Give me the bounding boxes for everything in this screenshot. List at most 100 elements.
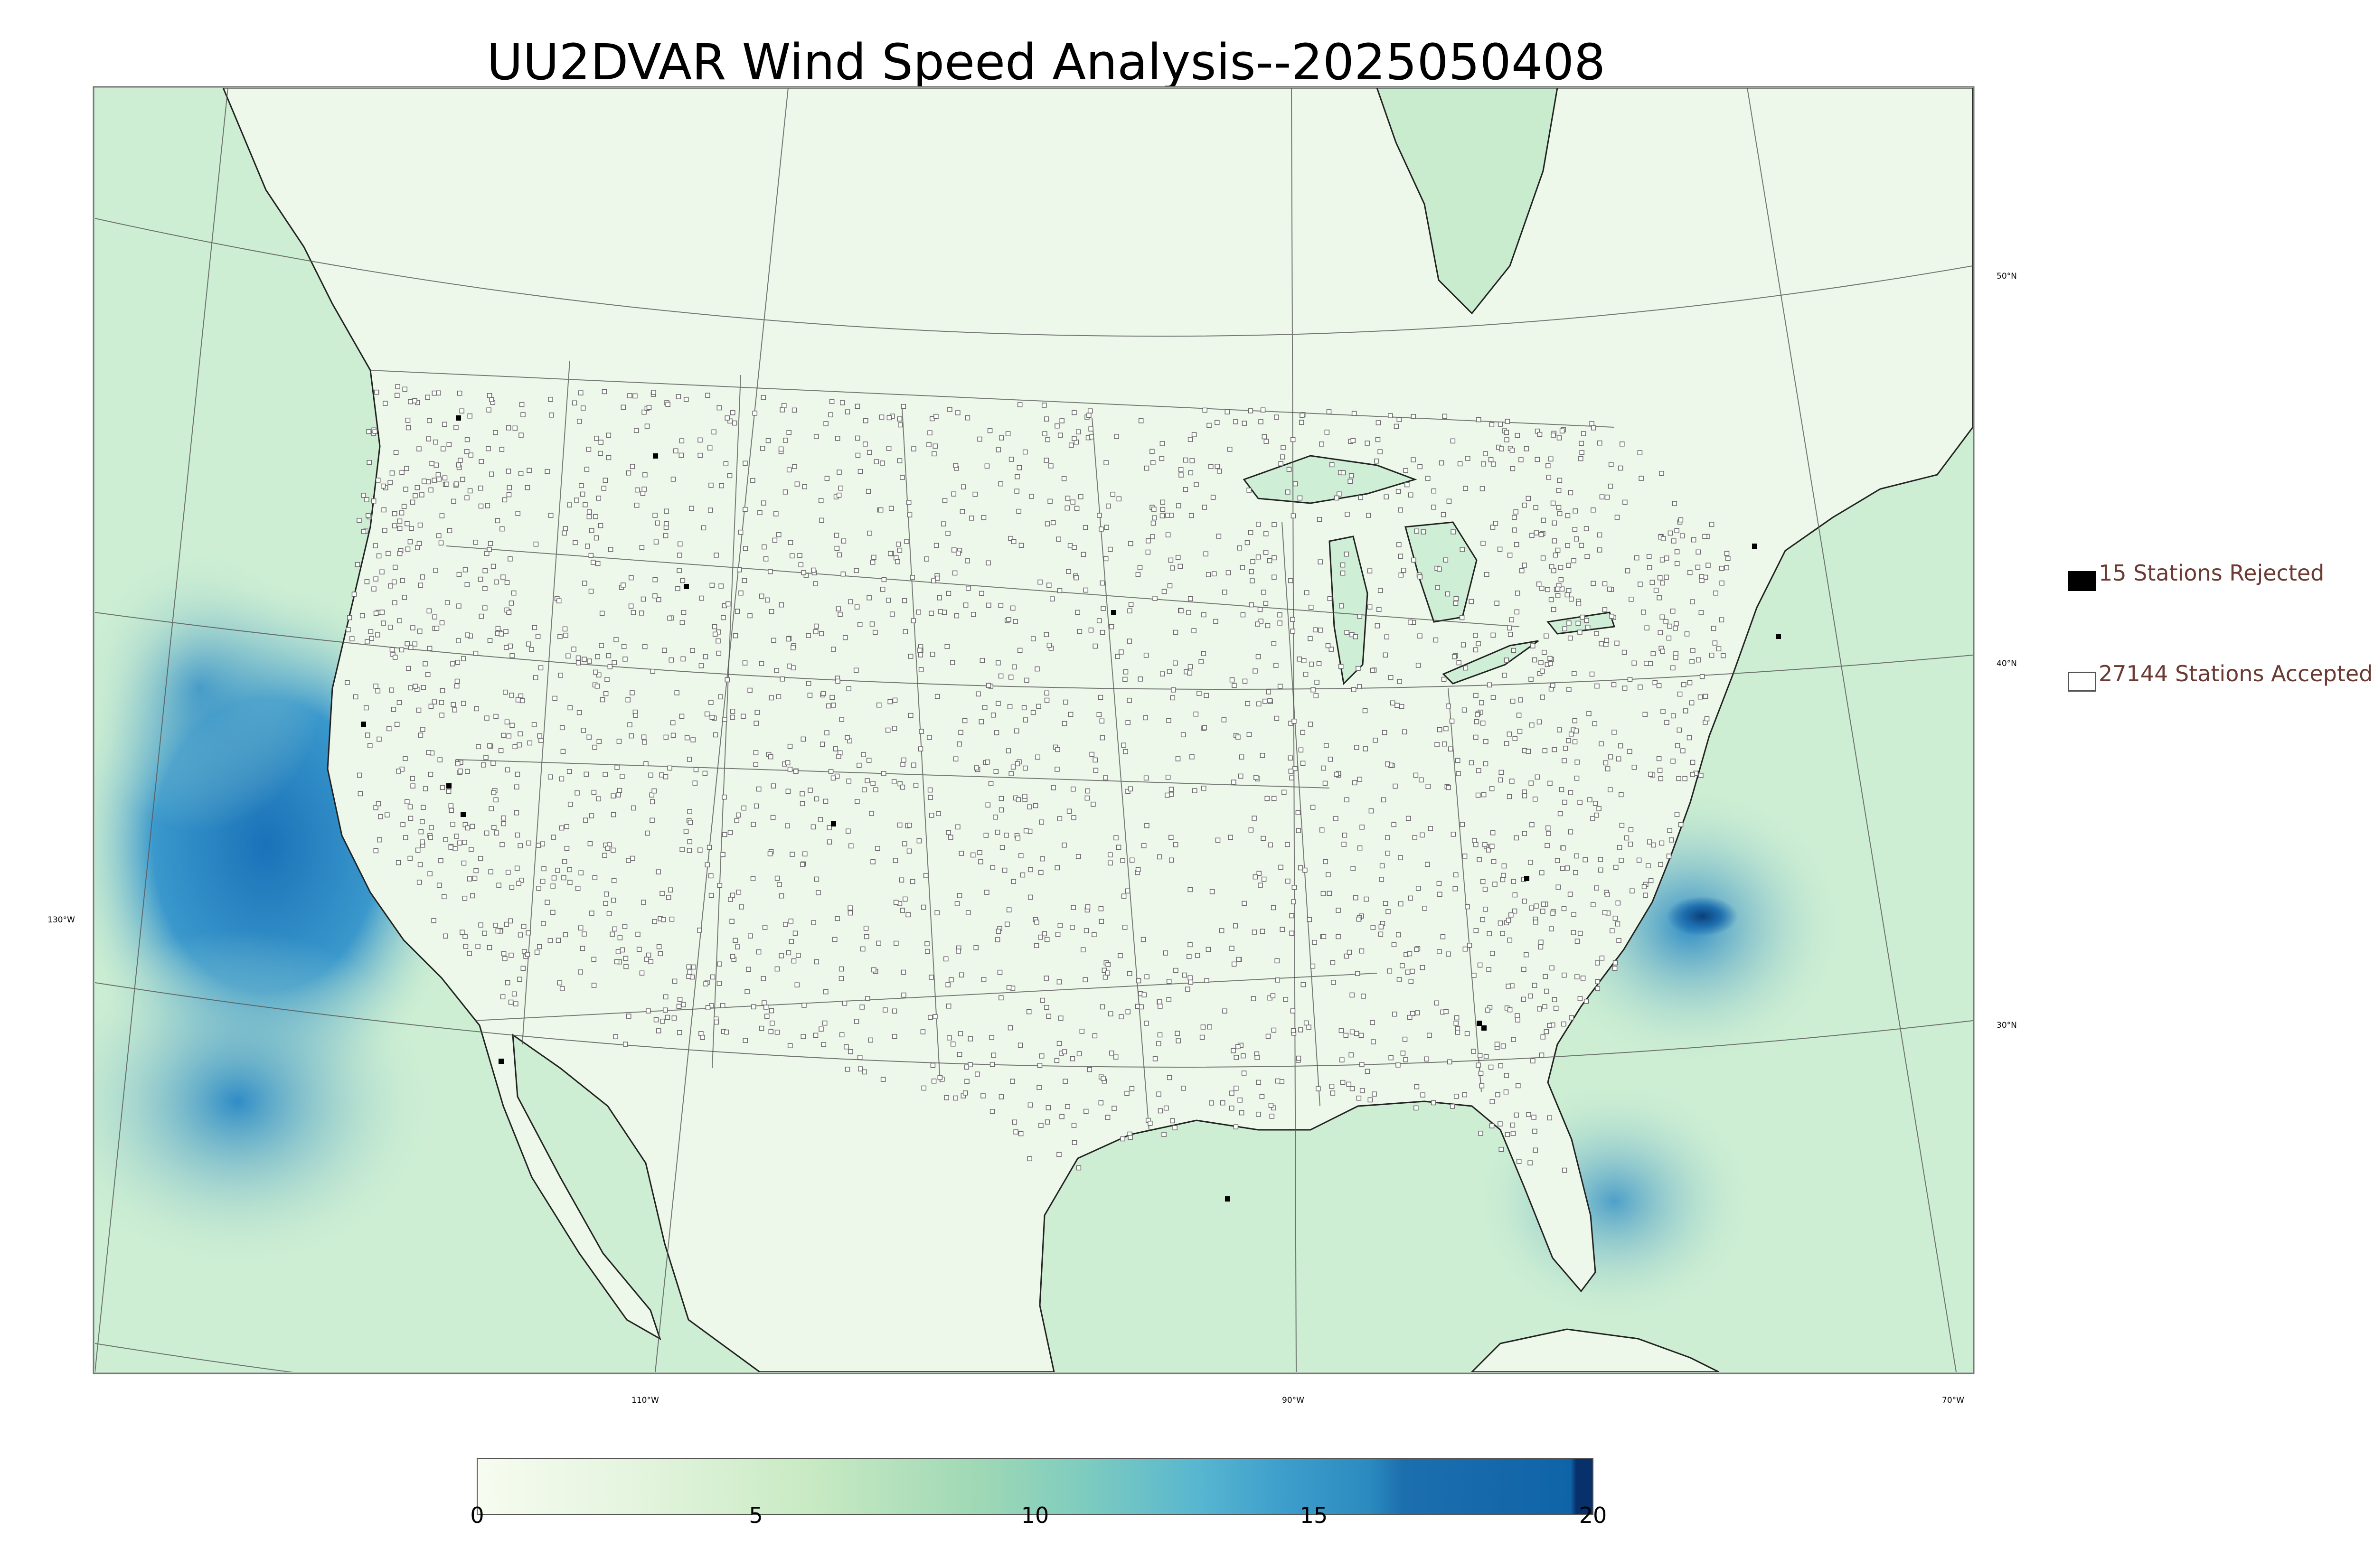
- station-marker: [1660, 648, 1665, 654]
- station-marker: [1170, 695, 1176, 701]
- station-marker: [600, 697, 605, 703]
- station-marker: [1615, 900, 1621, 906]
- station-marker: [1690, 599, 1695, 604]
- station-marker: [1536, 582, 1542, 587]
- station-marker: [774, 966, 780, 972]
- station-marker: [1622, 685, 1628, 691]
- station-marker: [1539, 1052, 1545, 1058]
- station-marker: [1611, 682, 1617, 687]
- station-marker: [515, 832, 520, 838]
- station-marker: [518, 471, 524, 476]
- station-marker: [410, 776, 415, 781]
- station-marker: [1171, 687, 1176, 693]
- station-marker: [1538, 944, 1544, 950]
- station-marker: [1068, 712, 1074, 717]
- station-marker: [1634, 555, 1639, 561]
- station-marker: [1168, 557, 1174, 563]
- station-marker: [1533, 1147, 1538, 1153]
- station-marker: [1341, 842, 1347, 847]
- station-marker: [1591, 902, 1596, 907]
- station-marker: [1057, 923, 1063, 928]
- station-marker: [1348, 1052, 1354, 1058]
- station-marker: [1308, 636, 1313, 641]
- station-marker: [848, 910, 853, 916]
- station-marker: [660, 1018, 665, 1024]
- station-marker: [704, 711, 710, 717]
- station-marker: [1674, 561, 1680, 566]
- station-marker: [1443, 726, 1449, 732]
- station-marker: [1512, 736, 1518, 741]
- station-marker: [1499, 446, 1504, 451]
- station-marker: [1321, 765, 1326, 771]
- station-marker: [835, 916, 840, 921]
- station-marker: [472, 875, 478, 881]
- station-marker: [1207, 1024, 1212, 1030]
- station-marker: [623, 956, 629, 961]
- station-marker: [1379, 877, 1384, 882]
- station-marker: [1274, 958, 1280, 964]
- station-marker: [1014, 728, 1019, 734]
- station-marker: [816, 890, 821, 895]
- station-marker: [493, 714, 499, 719]
- station-marker: [839, 717, 845, 722]
- station-marker: [774, 875, 780, 881]
- station-marker: [1408, 620, 1413, 625]
- station-marker: [806, 681, 811, 686]
- station-marker: [1630, 888, 1635, 893]
- station-marker: [1204, 978, 1209, 983]
- station-marker: [1577, 996, 1583, 1001]
- station-marker: [504, 921, 509, 927]
- station-marker: [925, 948, 930, 954]
- station-marker: [1481, 461, 1486, 467]
- station-marker: [904, 539, 909, 544]
- station-marker: [1473, 633, 1478, 638]
- station-marker: [415, 545, 420, 550]
- station-marker: [1292, 766, 1298, 771]
- station-marker: [1491, 859, 1497, 864]
- station-marker: [1535, 457, 1540, 462]
- station-marker: [1018, 1131, 1024, 1136]
- station-marker: [999, 1094, 1004, 1099]
- station-marker: [418, 732, 424, 738]
- station-marker: [622, 924, 628, 929]
- station-marker: [663, 1007, 668, 1013]
- station-marker: [790, 553, 795, 559]
- station-marker: [1237, 1098, 1243, 1103]
- station-marker: [367, 460, 372, 465]
- station-marker: [499, 631, 504, 637]
- station-marker: [970, 852, 976, 858]
- station-marker: [1200, 1024, 1206, 1030]
- station-marker: [1484, 572, 1489, 577]
- station-marker: [875, 845, 880, 851]
- station-marker: [1248, 530, 1253, 535]
- station-marker: [518, 731, 523, 737]
- station-marker: [691, 964, 697, 970]
- station-marker: [1637, 450, 1643, 455]
- station-marker: [1234, 1085, 1239, 1091]
- station-marker: [900, 475, 905, 480]
- rejected-station-marker: [1477, 1021, 1482, 1026]
- station-marker: [1123, 669, 1129, 675]
- station-marker: [950, 660, 955, 665]
- station-marker: [589, 813, 594, 818]
- station-marker: [1378, 924, 1384, 930]
- station-marker: [1572, 739, 1578, 744]
- station-marker: [954, 901, 960, 906]
- station-marker: [1149, 449, 1155, 454]
- station-marker: [779, 602, 784, 608]
- station-marker: [1548, 597, 1554, 602]
- station-marker: [1141, 843, 1147, 848]
- station-marker: [871, 967, 876, 973]
- station-marker: [1486, 967, 1491, 972]
- station-marker: [591, 789, 597, 795]
- station-marker: [1365, 1069, 1370, 1074]
- station-marker: [1236, 957, 1242, 962]
- station-marker: [924, 941, 930, 947]
- station-marker: [1312, 939, 1317, 945]
- station-marker: [408, 399, 413, 404]
- station-marker: [1188, 979, 1194, 985]
- station-marker: [1088, 627, 1094, 633]
- station-marker: [520, 966, 526, 971]
- station-marker: [687, 848, 692, 853]
- station-marker: [575, 886, 581, 891]
